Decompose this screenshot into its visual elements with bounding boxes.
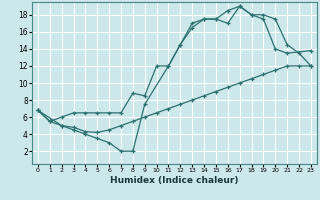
- X-axis label: Humidex (Indice chaleur): Humidex (Indice chaleur): [110, 176, 239, 185]
